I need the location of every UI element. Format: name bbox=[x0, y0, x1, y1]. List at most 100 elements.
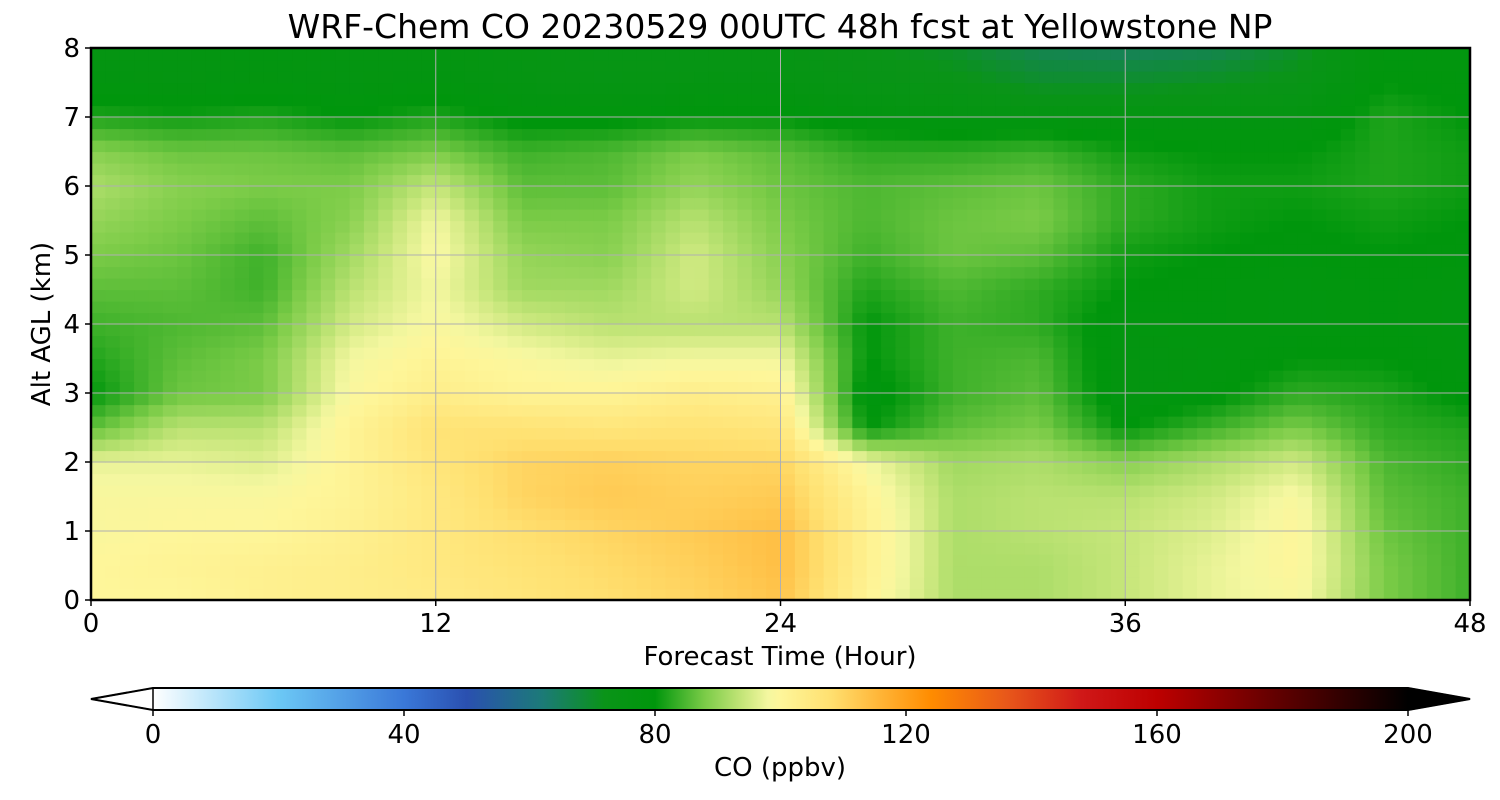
heatmap-cell bbox=[694, 358, 710, 371]
heatmap-cell bbox=[177, 151, 193, 164]
heatmap-cell bbox=[1240, 554, 1256, 567]
heatmap-cell bbox=[493, 393, 509, 406]
heatmap-cell bbox=[723, 266, 739, 279]
heatmap-cell bbox=[177, 117, 193, 130]
heatmap-cell bbox=[636, 496, 652, 509]
heatmap-cell bbox=[1426, 554, 1442, 567]
heatmap-cell bbox=[837, 450, 853, 463]
heatmap-cell bbox=[895, 324, 911, 337]
heatmap-cell bbox=[91, 554, 106, 567]
heatmap-cell bbox=[249, 117, 264, 130]
heatmap-cell bbox=[320, 335, 336, 348]
heatmap-cell bbox=[335, 416, 351, 429]
heatmap-cell bbox=[1283, 105, 1299, 118]
heatmap-cell bbox=[981, 531, 997, 544]
heatmap-cell bbox=[1311, 255, 1327, 268]
heatmap-cell bbox=[1110, 82, 1126, 95]
heatmap-cell bbox=[493, 508, 509, 521]
heatmap-cell bbox=[1340, 94, 1356, 107]
heatmap-cell bbox=[349, 128, 365, 141]
heatmap-cell bbox=[938, 163, 954, 176]
heatmap-cell bbox=[378, 186, 394, 199]
heatmap-cell bbox=[1039, 128, 1055, 141]
heatmap-cell bbox=[1125, 243, 1141, 256]
heatmap-cell bbox=[464, 289, 480, 302]
heatmap-cell bbox=[1153, 289, 1169, 302]
heatmap-cell bbox=[407, 462, 422, 475]
heatmap-cell bbox=[1355, 324, 1371, 337]
heatmap-cell bbox=[1168, 197, 1184, 210]
heatmap-cell bbox=[952, 508, 968, 521]
heatmap-cell bbox=[1383, 531, 1399, 544]
heatmap-cell bbox=[134, 128, 150, 141]
heatmap-cell bbox=[909, 128, 925, 141]
heatmap-cell bbox=[148, 209, 164, 222]
heatmap-cell bbox=[952, 301, 968, 314]
heatmap-cell bbox=[363, 163, 379, 176]
heatmap-cell bbox=[1039, 462, 1055, 475]
heatmap-cell bbox=[1412, 381, 1428, 394]
heatmap-cell bbox=[378, 278, 394, 291]
heatmap-cell bbox=[263, 289, 279, 302]
heatmap-cell bbox=[1340, 105, 1356, 118]
heatmap-cell bbox=[1426, 404, 1442, 417]
heatmap-cell bbox=[938, 266, 954, 279]
heatmap-cell bbox=[220, 324, 236, 337]
heatmap-cell bbox=[292, 519, 308, 532]
heatmap-cell bbox=[148, 358, 164, 371]
heatmap-cell bbox=[292, 381, 308, 394]
heatmap-cell bbox=[249, 209, 264, 222]
heatmap-cell bbox=[105, 105, 121, 118]
heatmap-cell bbox=[277, 48, 293, 61]
heatmap-cell bbox=[320, 439, 336, 452]
heatmap-cell bbox=[521, 243, 537, 256]
heatmap-cell bbox=[1024, 404, 1040, 417]
heatmap-cell bbox=[967, 117, 983, 130]
heatmap-cell bbox=[263, 473, 279, 486]
heatmap-cell bbox=[809, 71, 825, 84]
heatmap-cell bbox=[1412, 174, 1428, 187]
heatmap-cell bbox=[134, 588, 150, 600]
heatmap-cell bbox=[162, 508, 178, 521]
heatmap-cell bbox=[622, 312, 638, 325]
heatmap-cell bbox=[263, 255, 279, 268]
heatmap-cell bbox=[636, 324, 652, 337]
heatmap-cell bbox=[378, 117, 394, 130]
heatmap-cell bbox=[1039, 473, 1055, 486]
heatmap-cell bbox=[550, 393, 566, 406]
heatmap-cell bbox=[866, 588, 882, 600]
heatmap-cell bbox=[507, 289, 523, 302]
heatmap-cell bbox=[723, 427, 739, 440]
heatmap-cell bbox=[679, 450, 695, 463]
heatmap-cell bbox=[751, 439, 767, 452]
heatmap-cell bbox=[1441, 542, 1457, 555]
heatmap-cell bbox=[378, 542, 394, 555]
heatmap-cell bbox=[550, 577, 566, 590]
heatmap-cell bbox=[134, 335, 150, 348]
heatmap-cell bbox=[392, 508, 408, 521]
heatmap-cell bbox=[1240, 496, 1256, 509]
heatmap-cell bbox=[320, 117, 336, 130]
heatmap-cell bbox=[119, 542, 135, 555]
heatmap-cell bbox=[392, 71, 408, 84]
heatmap-cell bbox=[924, 496, 940, 509]
heatmap-cell bbox=[565, 404, 580, 417]
heatmap-cell bbox=[1441, 255, 1457, 268]
heatmap-cell bbox=[1168, 128, 1184, 141]
heatmap-cell bbox=[378, 94, 394, 107]
heatmap-cell bbox=[378, 335, 394, 348]
heatmap-cell bbox=[593, 232, 609, 245]
heatmap-cell bbox=[1053, 94, 1069, 107]
heatmap-cell bbox=[565, 255, 580, 268]
heatmap-cell bbox=[407, 542, 422, 555]
heatmap-cell bbox=[694, 128, 710, 141]
heatmap-cell bbox=[1139, 427, 1155, 440]
heatmap-cell bbox=[1225, 416, 1241, 429]
heatmap-cell bbox=[1355, 508, 1371, 521]
heatmap-cell bbox=[809, 565, 825, 578]
heatmap-cell bbox=[220, 163, 236, 176]
heatmap-cell bbox=[435, 209, 451, 222]
heatmap-cell bbox=[392, 48, 408, 61]
heatmap-cell bbox=[1355, 439, 1371, 452]
heatmap-cell bbox=[909, 462, 925, 475]
